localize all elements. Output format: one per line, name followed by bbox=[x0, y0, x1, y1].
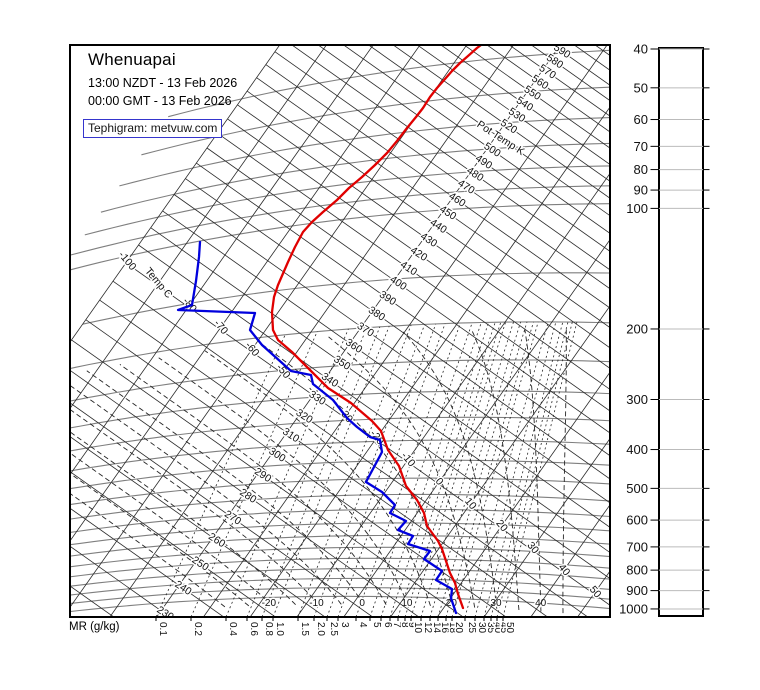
svg-text:-20: -20 bbox=[262, 598, 277, 609]
svg-text:380: 380 bbox=[366, 304, 387, 324]
svg-text:50: 50 bbox=[634, 80, 648, 95]
chart-title-block: Whenuapai 13:00 NZDT - 13 Feb 2026 00:00… bbox=[83, 50, 238, 138]
svg-text:2.0: 2.0 bbox=[315, 622, 326, 636]
svg-text:900: 900 bbox=[626, 583, 648, 598]
svg-text:230: 230 bbox=[155, 604, 176, 624]
svg-text:40: 40 bbox=[492, 622, 503, 634]
svg-text:0.2: 0.2 bbox=[192, 622, 203, 636]
svg-text:9: 9 bbox=[406, 622, 417, 628]
svg-text:360: 360 bbox=[343, 336, 364, 356]
svg-text:4: 4 bbox=[357, 622, 368, 628]
svg-text:270: 270 bbox=[222, 508, 243, 528]
svg-text:700: 700 bbox=[626, 539, 648, 554]
svg-text:0: 0 bbox=[359, 598, 365, 609]
svg-text:410: 410 bbox=[398, 259, 419, 279]
source-link[interactable]: Tephigram: metvuw.com bbox=[83, 119, 223, 138]
svg-text:-70: -70 bbox=[211, 318, 230, 337]
svg-text:14: 14 bbox=[431, 622, 442, 634]
svg-text:500: 500 bbox=[626, 481, 648, 496]
svg-text:90: 90 bbox=[634, 183, 648, 198]
dewpoint-trace bbox=[176, 240, 458, 615]
svg-text:310: 310 bbox=[280, 426, 301, 446]
svg-text:290: 290 bbox=[252, 465, 273, 485]
svg-text:1.5: 1.5 bbox=[299, 622, 310, 636]
svg-text:12: 12 bbox=[422, 622, 433, 634]
svg-text:300: 300 bbox=[626, 392, 648, 407]
svg-text:600: 600 bbox=[626, 513, 648, 528]
svg-text:18: 18 bbox=[447, 622, 458, 634]
svg-text:50: 50 bbox=[504, 622, 515, 634]
svg-text:80: 80 bbox=[634, 162, 648, 177]
svg-text:8: 8 bbox=[399, 622, 410, 628]
svg-text:-10: -10 bbox=[309, 598, 324, 609]
svg-text:200: 200 bbox=[626, 321, 648, 336]
svg-text:6: 6 bbox=[382, 622, 393, 628]
svg-text:300: 300 bbox=[266, 445, 287, 465]
temperature-trace bbox=[270, 45, 483, 610]
svg-text:390: 390 bbox=[377, 289, 398, 309]
svg-text:400: 400 bbox=[388, 273, 409, 293]
svg-text:5: 5 bbox=[371, 622, 382, 628]
svg-text:35: 35 bbox=[485, 622, 496, 634]
gmt-time: 00:00 GMT - 13 Feb 2026 bbox=[88, 93, 232, 108]
sat-adiabat-labels: -20 -10 0 10 20 30 40 bbox=[260, 597, 548, 611]
svg-text:0.8: 0.8 bbox=[263, 622, 274, 636]
local-time: 13:00 NZDT - 13 Feb 2026 bbox=[88, 76, 238, 90]
svg-text:240: 240 bbox=[172, 578, 193, 598]
svg-text:0: 0 bbox=[433, 476, 446, 488]
plot-border bbox=[69, 44, 611, 618]
svg-text:60: 60 bbox=[634, 112, 648, 127]
svg-text:1000: 1000 bbox=[619, 601, 648, 616]
svg-text:400: 400 bbox=[626, 442, 648, 457]
svg-text:10: 10 bbox=[412, 622, 423, 634]
pressure-scale: 40 50 60 70 80 90 100 200 300 400 500 600 700 800 900 1… bbox=[618, 40, 710, 618]
grid-mixing-ratio-lines bbox=[155, 321, 578, 617]
svg-text:340: 340 bbox=[319, 370, 340, 390]
mixing-ratio-axis-label: MR (g/kg) bbox=[69, 621, 120, 633]
svg-text:280: 280 bbox=[237, 486, 258, 506]
svg-text:70: 70 bbox=[634, 139, 648, 154]
svg-text:10: 10 bbox=[401, 598, 413, 609]
svg-text:7: 7 bbox=[391, 622, 402, 628]
svg-text:40: 40 bbox=[535, 598, 547, 609]
svg-text:0.6: 0.6 bbox=[248, 622, 259, 636]
svg-text:-10: -10 bbox=[399, 450, 418, 469]
svg-text:16: 16 bbox=[439, 622, 450, 634]
svg-text:1.0: 1.0 bbox=[274, 622, 285, 636]
svg-text:0.4: 0.4 bbox=[227, 622, 238, 636]
svg-text:30: 30 bbox=[476, 622, 487, 634]
svg-text:2.5: 2.5 bbox=[328, 622, 339, 636]
svg-text:350: 350 bbox=[331, 353, 352, 373]
svg-text:20: 20 bbox=[453, 622, 464, 634]
station-name: Whenuapai bbox=[88, 50, 176, 69]
svg-text:430: 430 bbox=[418, 230, 439, 250]
svg-text:45: 45 bbox=[498, 622, 509, 634]
svg-text:260: 260 bbox=[206, 531, 227, 551]
svg-text:3: 3 bbox=[339, 622, 350, 628]
svg-text:100: 100 bbox=[626, 201, 648, 216]
svg-text:20: 20 bbox=[493, 518, 510, 535]
svg-text:800: 800 bbox=[626, 563, 648, 578]
grid-isobars bbox=[70, 49, 610, 613]
svg-text:0.1: 0.1 bbox=[157, 622, 168, 636]
svg-text:370: 370 bbox=[355, 320, 376, 340]
svg-text:420: 420 bbox=[408, 244, 429, 264]
grid-saturated-adiabats bbox=[70, 328, 567, 614]
svg-text:25: 25 bbox=[466, 622, 477, 634]
svg-text:Temp C: Temp C bbox=[142, 265, 175, 301]
svg-text:250: 250 bbox=[190, 554, 211, 574]
svg-text:40: 40 bbox=[634, 42, 648, 57]
